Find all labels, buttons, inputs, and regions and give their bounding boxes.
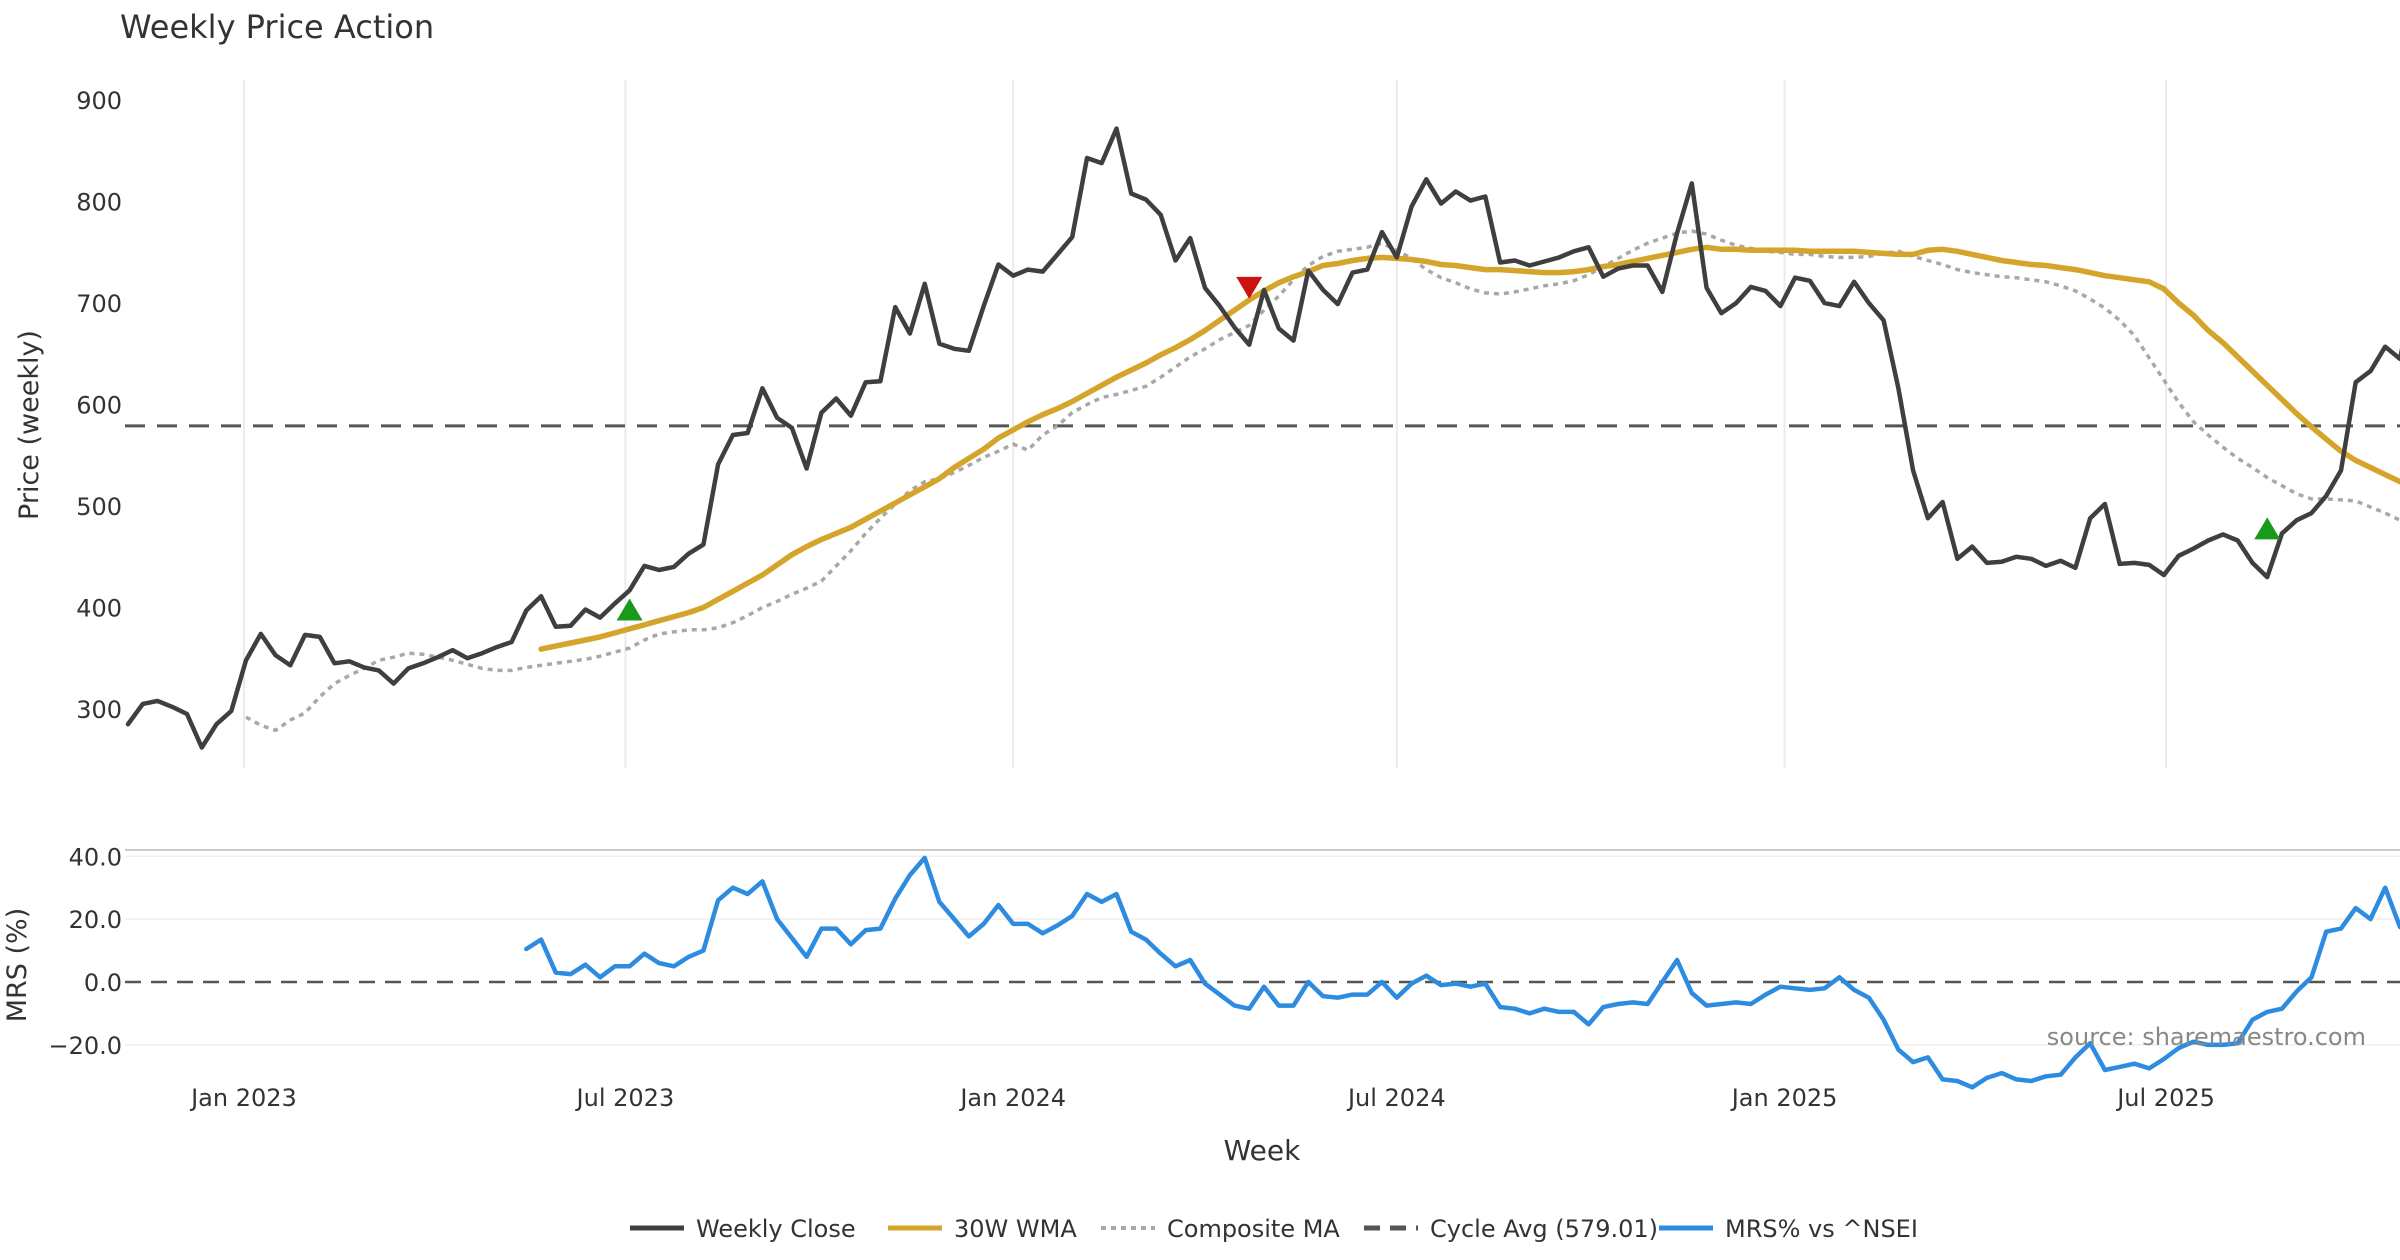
legend-item: Cycle Avg (579.01) <box>1364 1215 1658 1243</box>
composite-ma-line <box>245 229 2400 733</box>
legend-label: 30W WMA <box>954 1215 1077 1243</box>
weekly-close-line <box>125 126 2400 750</box>
buy-signal-marker <box>616 598 643 621</box>
buy-signal-marker <box>2254 517 2281 540</box>
legend-item: Composite MA <box>1101 1215 1340 1243</box>
price-y-tick-label: 800 <box>76 189 122 217</box>
x-tick-label: Jan 2024 <box>958 1084 1066 1112</box>
legend-label: Composite MA <box>1167 1215 1340 1243</box>
legend-item: MRS% vs ^NSEI <box>1659 1215 1918 1243</box>
price-gridlines <box>242 80 2168 768</box>
price-y-tick-label: 900 <box>76 87 122 115</box>
price-y-tick-label: 500 <box>76 493 122 521</box>
mrs-panel: −20.0 0.0 20.0 40.0 MRS (%) source: sharema… <box>2 843 2400 1090</box>
price-y-axis-label: Price (weekly) <box>14 330 45 520</box>
x-tick-label: Jan 2025 <box>1730 1084 1838 1112</box>
mrs-y-ticks: −20.0 0.0 20.0 40.0 <box>48 843 122 1060</box>
legend-label: MRS% vs ^NSEI <box>1725 1215 1918 1243</box>
x-axis-ticks: Jan 2023 Jul 2023 Jan 2024 Jul 2024 Jan 2025… <box>189 1084 2215 1112</box>
x-tick-label: Jul 2025 <box>2115 1084 2215 1112</box>
mrs-y-tick-label: 40.0 <box>69 843 122 871</box>
mrs-y-tick-label: 0.0 <box>84 969 122 997</box>
mrs-y-tick-label: 20.0 <box>69 906 122 934</box>
sell-signal-marker <box>1236 276 1263 299</box>
mrs-y-axis-label: MRS (%) <box>2 908 33 1023</box>
mrs-gridlines <box>125 855 2400 1046</box>
chart-title: Weekly Price Action <box>120 8 434 46</box>
price-panel: 300 400 500 600 700 800 900 Price (weekly) <box>14 80 2400 768</box>
legend: Weekly Close 30W WMA Composite MA Cycle Avg… <box>630 1215 1918 1243</box>
source-note: source: sharemaestro.com <box>2047 1023 2366 1051</box>
price-y-tick-label: 400 <box>76 595 122 623</box>
x-tick-label: Jul 2023 <box>575 1084 675 1112</box>
mrs-series-line <box>524 855 2400 1090</box>
mrs-line <box>524 855 2400 1090</box>
legend-label: Cycle Avg (579.01) <box>1430 1215 1658 1243</box>
mrs-y-tick-label: −20.0 <box>48 1032 122 1060</box>
legend-label: Weekly Close <box>696 1215 856 1243</box>
signal-markers <box>616 276 2281 621</box>
price-y-tick-label: 700 <box>76 290 122 318</box>
x-tick-label: Jan 2023 <box>189 1084 297 1112</box>
legend-item: 30W WMA <box>888 1215 1077 1243</box>
price-y-ticks: 300 400 500 600 700 800 900 <box>76 87 122 724</box>
wma-30w-line <box>538 244 2400 652</box>
x-tick-label: Jul 2024 <box>1346 1084 1446 1112</box>
legend-item: Weekly Close <box>630 1215 856 1243</box>
price-series-lines <box>125 126 2400 750</box>
price-y-tick-label: 600 <box>76 392 122 420</box>
x-axis-label: Week <box>1224 1134 1301 1167</box>
price-y-tick-label: 300 <box>76 696 122 724</box>
